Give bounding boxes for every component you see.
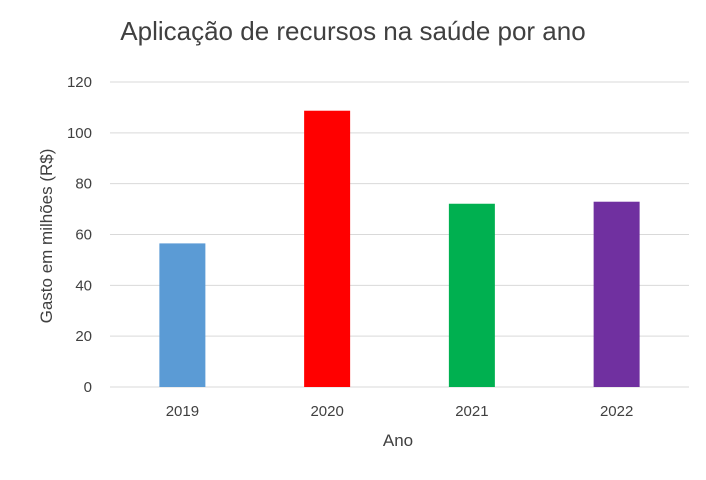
x-tick-label: 2022	[600, 403, 633, 420]
y-axis-title: Gasto em milhões (R$)	[37, 149, 56, 324]
x-tick-label: 2021	[455, 403, 488, 420]
bars	[159, 110, 640, 388]
y-tick-label: 40	[75, 277, 92, 294]
y-tick-label: 100	[67, 125, 92, 142]
x-tick-label: 2019	[166, 403, 199, 420]
y-tick-label: 0	[84, 379, 92, 396]
bar-2022	[593, 201, 640, 387]
x-axis-ticks: 2019 2020 2021 2022	[166, 403, 634, 420]
chart-title: Aplicação de recursos na saúde por ano	[120, 16, 585, 46]
y-tick-label: 80	[75, 176, 92, 193]
y-tick-label: 120	[67, 74, 92, 91]
bar-2019	[159, 243, 206, 387]
y-axis-ticks: 0 20 40 60 80 100 120	[67, 74, 92, 396]
x-axis-title: Ano	[383, 431, 413, 450]
bar-2020	[304, 110, 351, 388]
gridlines	[110, 81, 689, 388]
y-tick-label: 60	[75, 227, 92, 244]
y-tick-label: 20	[75, 328, 92, 345]
bar-2021	[448, 203, 495, 387]
x-tick-label: 2020	[310, 403, 343, 420]
